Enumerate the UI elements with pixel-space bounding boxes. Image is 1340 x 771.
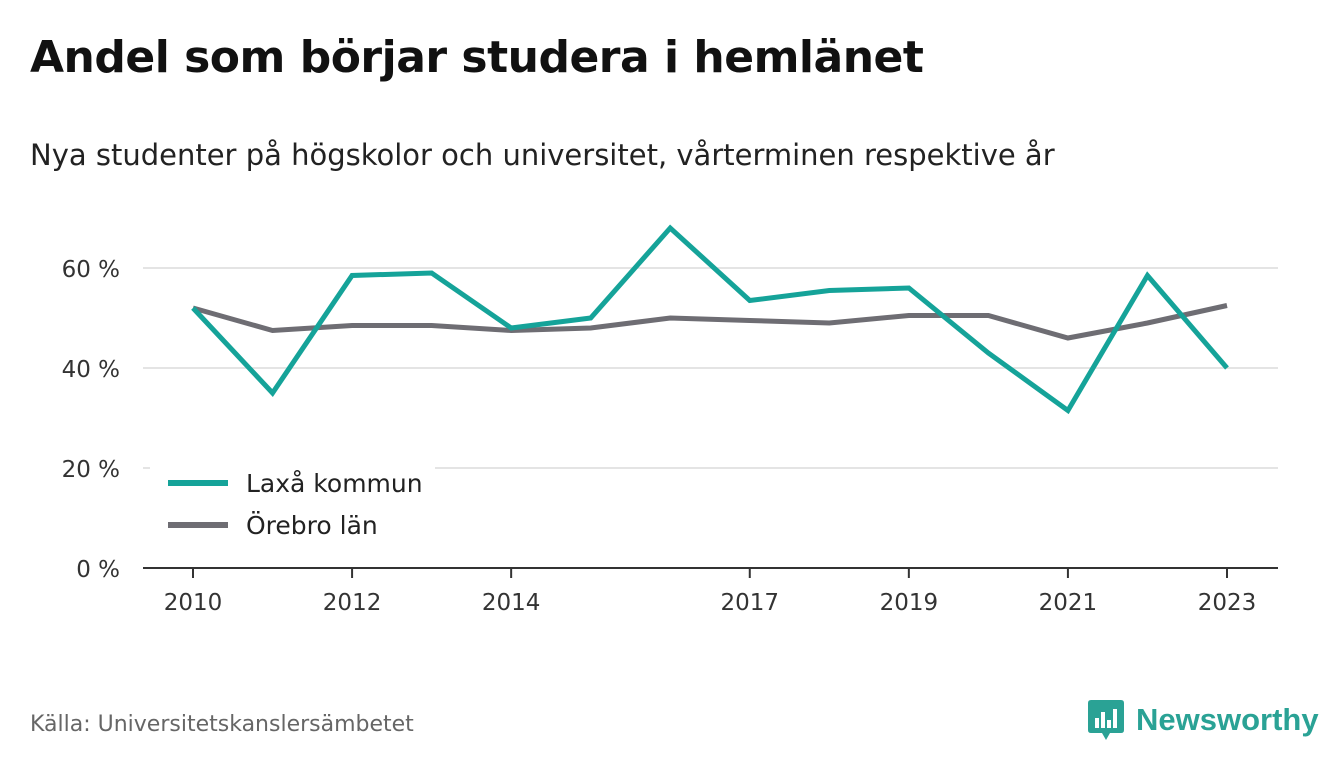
chart-title: Andel som börjar studera i hemlänet xyxy=(30,32,924,83)
gridlines xyxy=(143,267,1278,469)
x-tick-label: 2014 xyxy=(482,590,541,616)
chart-subtitle: Nya studenter på högskolor och universit… xyxy=(30,138,1055,172)
y-axis-ticks: 0 % 20 % 40 % 60 % xyxy=(62,257,120,583)
source-note: Källa: Universitetskanslersämbetet xyxy=(30,712,414,737)
x-tick-label: 2017 xyxy=(720,590,779,616)
series-lines xyxy=(191,224,1229,415)
series-line xyxy=(192,303,1228,341)
y-tick-label: 20 % xyxy=(62,457,120,483)
legend-background xyxy=(150,458,435,550)
legend-label: Laxå kommun xyxy=(246,469,423,498)
x-tick-label: 2012 xyxy=(323,590,382,616)
y-tick-label: 0 % xyxy=(76,557,120,583)
legend: Laxå kommun Örebro län xyxy=(150,458,435,550)
x-tick-label: 2023 xyxy=(1198,590,1257,616)
x-tick-label: 2021 xyxy=(1039,590,1098,616)
y-tick-label: 40 % xyxy=(62,357,120,383)
y-tick-label: 60 % xyxy=(62,257,120,283)
legend-label: Örebro län xyxy=(246,511,378,540)
x-axis: 2010 2012 2014 2017 2019 2021 2023 xyxy=(143,567,1278,616)
x-tick-label: 2010 xyxy=(164,590,223,616)
series-line xyxy=(191,224,1229,415)
bar-chart-speech-bubble-icon xyxy=(1088,700,1124,740)
brand-name: Newsworthy xyxy=(1136,702,1319,737)
line-chart: 0 % 20 % 40 % 60 % 2010 2012 2014 2017 2019 2021… xyxy=(62,224,1278,616)
brand-logo: Newsworthy xyxy=(1088,698,1319,742)
x-tick-label: 2019 xyxy=(880,590,939,616)
